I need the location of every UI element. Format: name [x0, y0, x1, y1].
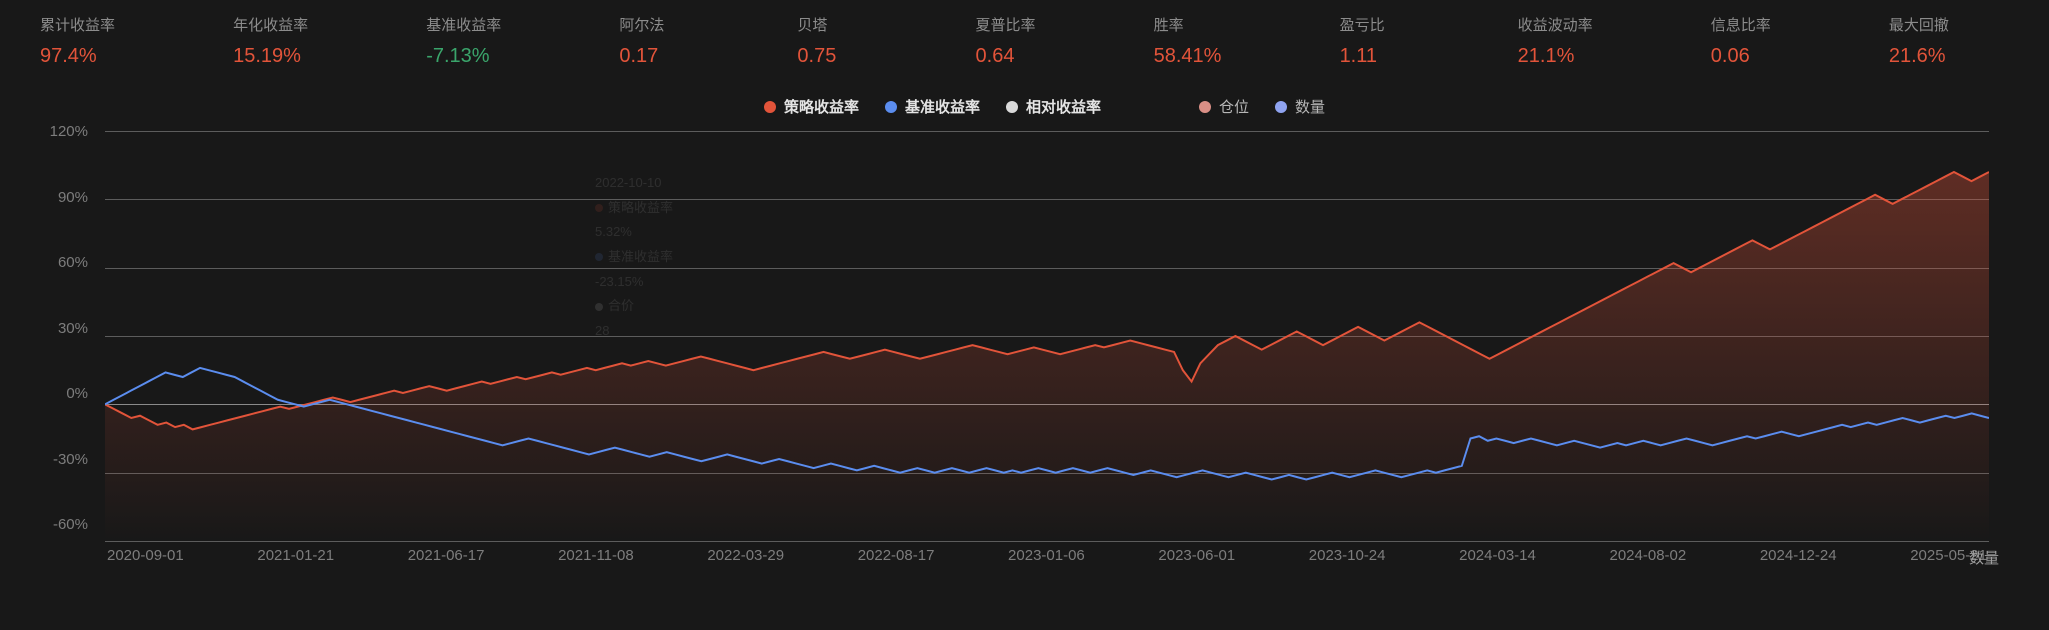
y-tick-1: 90%	[30, 189, 100, 206]
legend-label-0: 策略收益率	[784, 96, 859, 117]
metric-value-3: 0.17	[619, 45, 658, 68]
metric-value-2: -7.13%	[426, 45, 489, 68]
metric-value-8: 21.1%	[1518, 45, 1575, 68]
dashboard-root: 累计收益率 97.4% 年化收益率 15.19% 基准收益率 -7.13% 阿尔…	[0, 0, 2049, 630]
y-axis: 120% 90% 60% 30% 0% -30% -60%	[30, 131, 100, 541]
metric-9: 信息比率 0.06	[1711, 14, 1771, 68]
legend-item-4[interactable]: 数量	[1275, 96, 1325, 117]
legend-dot-1[interactable]	[885, 101, 897, 113]
gridline--60	[105, 541, 1989, 542]
metric-value-7: 1.11	[1340, 45, 1377, 68]
metric-value-5: 0.64	[976, 45, 1015, 68]
chart-lines	[105, 131, 1989, 541]
x-tick-10: 2024-08-02	[1609, 547, 1686, 564]
metric-1: 年化收益率 15.19%	[233, 14, 308, 68]
metric-5: 夏普比率 0.64	[976, 14, 1036, 68]
x-tick-0: 2020-09-01	[107, 547, 184, 564]
chart-container: 2022-10-10 策略收益率 5.32% 基准收益率 -23.15% 合价 …	[30, 131, 2019, 564]
y-tick-2: 60%	[30, 254, 100, 271]
metric-2: 基准收益率 -7.13%	[426, 14, 501, 68]
metric-8: 收益波动率 21.1%	[1518, 14, 1593, 68]
y-tick-0: 120%	[30, 123, 100, 140]
x-tick-9: 2024-03-14	[1459, 547, 1536, 564]
legend-row: 策略收益率 基准收益率 相对收益率 仓位 数量	[30, 96, 2019, 117]
legend-label-2: 相对收益率	[1026, 96, 1101, 117]
right-axis-label: 数量	[1969, 547, 1999, 568]
metric-6: 胜率 58.41%	[1154, 14, 1222, 68]
legend-label-4: 数量	[1295, 96, 1325, 117]
metric-label-0: 累计收益率	[40, 14, 115, 35]
metric-value-10: 21.6%	[1889, 45, 1946, 68]
x-tick-1: 2021-01-21	[257, 547, 334, 564]
metric-label-2: 基准收益率	[426, 14, 501, 35]
y-tick-3: 30%	[30, 320, 100, 337]
x-tick-7: 2023-06-01	[1158, 547, 1235, 564]
legend-item-2[interactable]: 相对收益率	[1006, 96, 1101, 117]
y-tick-6: -60%	[30, 516, 100, 533]
x-tick-6: 2023-01-06	[1008, 547, 1085, 564]
metric-value-0: 97.4%	[40, 45, 97, 68]
legend-dot-4[interactable]	[1275, 101, 1287, 113]
legend-label-1: 基准收益率	[905, 96, 980, 117]
metric-value-4: 0.75	[797, 45, 836, 68]
x-tick-5: 2022-08-17	[858, 547, 935, 564]
chart-plot-area[interactable]: 120% 90% 60% 30% 0% -30% -60%	[105, 131, 1989, 541]
x-tick-8: 2023-10-24	[1309, 547, 1386, 564]
metric-4: 贝塔 0.75	[797, 14, 857, 68]
metric-label-7: 盈亏比	[1340, 14, 1385, 35]
metric-value-6: 58.41%	[1154, 45, 1222, 68]
x-tick-11: 2024-12-24	[1760, 547, 1837, 564]
y-tick-5: -30%	[30, 451, 100, 468]
legend-dot-0[interactable]	[764, 101, 776, 113]
metric-label-8: 收益波动率	[1518, 14, 1593, 35]
metric-10: 最大回撤 21.6%	[1889, 14, 1949, 68]
y-tick-4: 0%	[30, 385, 100, 402]
metric-label-10: 最大回撤	[1889, 14, 1949, 35]
area-fill-strategy	[105, 172, 1989, 541]
legend-item-3[interactable]: 仓位	[1199, 96, 1249, 117]
metric-0: 累计收益率 97.4%	[40, 14, 115, 68]
x-tick-4: 2022-03-29	[707, 547, 784, 564]
metric-label-9: 信息比率	[1711, 14, 1771, 35]
metric-value-1: 15.19%	[233, 45, 301, 68]
metrics-row: 累计收益率 97.4% 年化收益率 15.19% 基准收益率 -7.13% 阿尔…	[30, 14, 2019, 68]
metric-value-9: 0.06	[1711, 45, 1750, 68]
legend-label-3: 仓位	[1219, 96, 1249, 117]
metric-3: 阿尔法 0.17	[619, 14, 679, 68]
legend-dot-3[interactable]	[1199, 101, 1211, 113]
x-tick-2: 2021-06-17	[408, 547, 485, 564]
metric-label-3: 阿尔法	[619, 14, 664, 35]
metric-label-4: 贝塔	[797, 14, 827, 35]
legend-dot-2[interactable]	[1006, 101, 1018, 113]
metric-label-5: 夏普比率	[976, 14, 1036, 35]
metric-7: 盈亏比 1.11	[1340, 14, 1400, 68]
x-tick-3: 2021-11-08	[558, 547, 634, 564]
x-axis: 2020-09-01 2021-01-21 2021-06-17 2021-11-08…	[105, 547, 1989, 564]
legend-item-0[interactable]: 策略收益率	[764, 96, 859, 117]
metric-label-6: 胜率	[1154, 14, 1184, 35]
metric-label-1: 年化收益率	[233, 14, 308, 35]
legend-item-1[interactable]: 基准收益率	[885, 96, 980, 117]
